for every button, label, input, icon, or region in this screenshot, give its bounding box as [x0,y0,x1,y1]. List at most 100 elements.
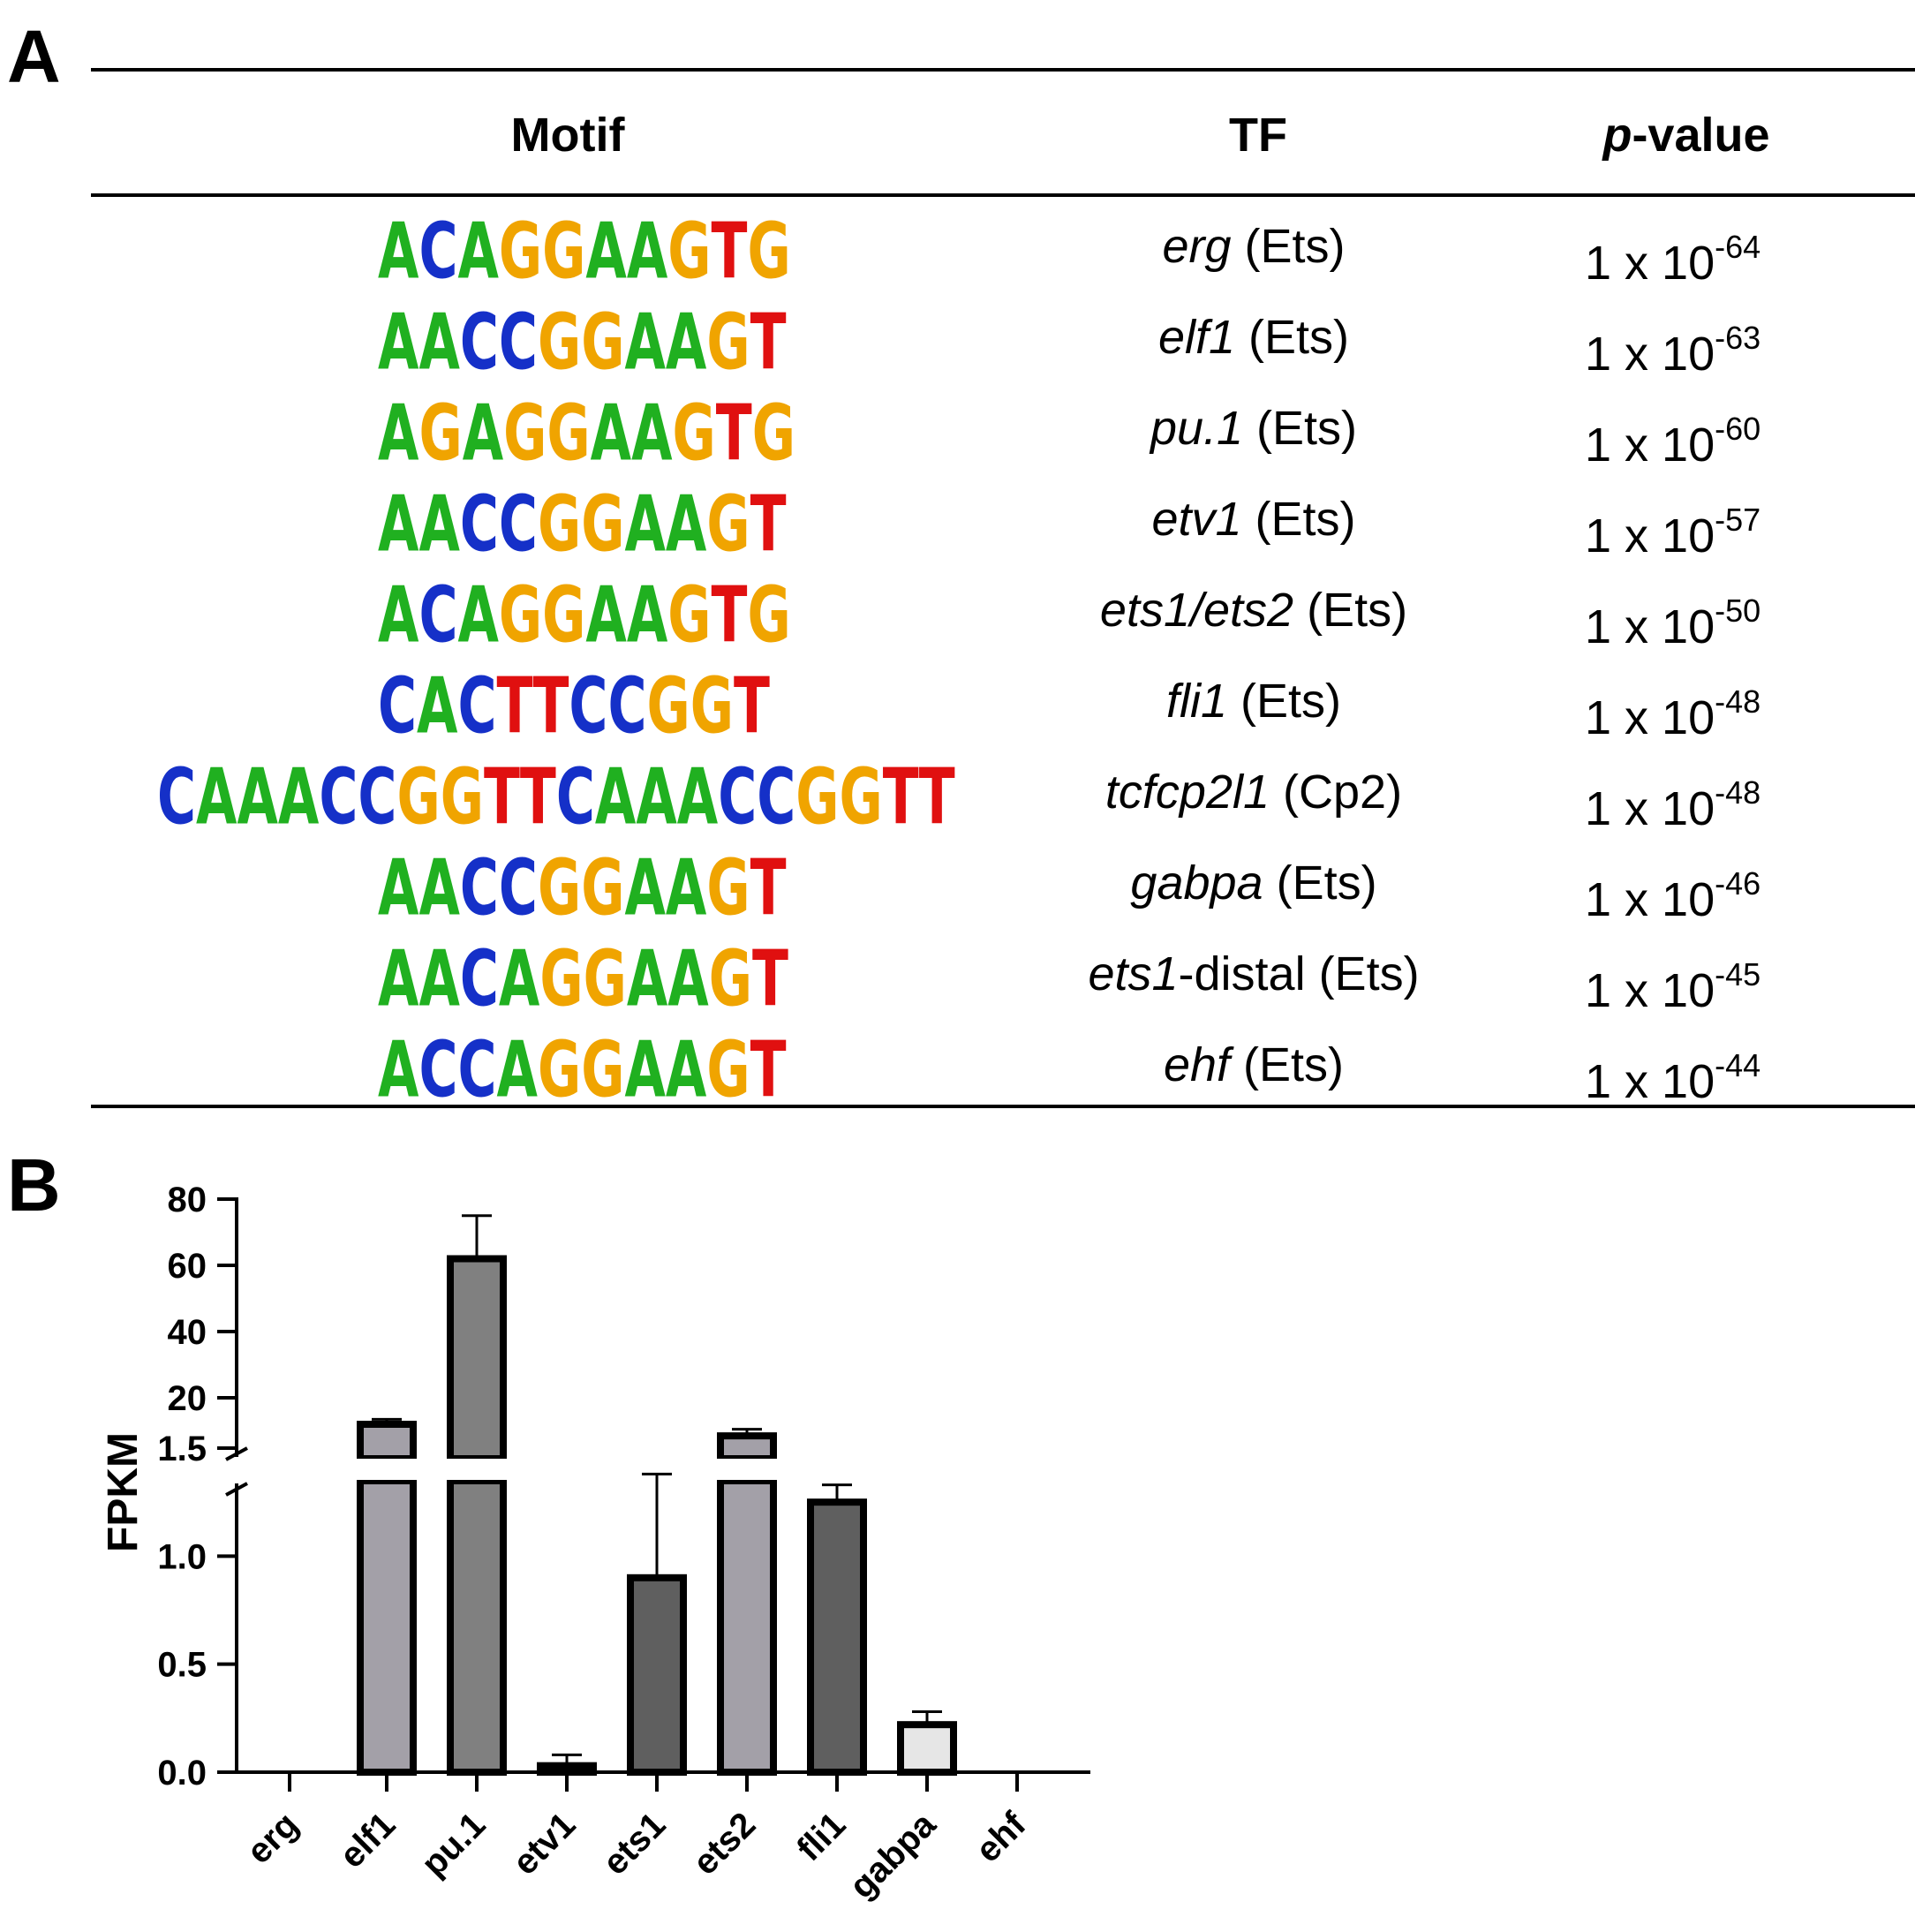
header-p-rest: -value [1632,109,1770,162]
motif-letter: C [569,661,608,752]
p-value: 1 x 10-46 [1585,838,1885,929]
motif-letter: G [667,570,712,661]
motif-letter: A [378,298,419,389]
motif-letter: T [483,752,520,843]
motif-letter: A [585,207,627,298]
motif-letter: C [459,934,499,1025]
tf-name: ets1/ets2 (Ets) [989,565,1519,656]
tf-gene: erg [1162,220,1232,273]
tf-name: pu.1 (Ets) [989,383,1519,474]
x-tick-label-ehf: ehf [969,1805,1034,1870]
motif-letter: A [626,207,668,298]
motif-letter: G [542,207,586,298]
motif-letter: T [750,843,787,934]
bar-break-mask [355,1459,418,1480]
p-value-base: 1 x 10 [1585,1055,1715,1108]
motif-letter: A [417,661,458,752]
motif-letter: G [747,570,791,661]
tf-family: (Ets) [1241,493,1356,546]
motif-letter: T [711,207,748,298]
motif-letter: A [378,479,419,570]
motif-letter: A [665,298,707,389]
motif-letter: G [537,479,582,570]
y-tick-label: 40 [168,1313,207,1352]
motif-letter: C [459,843,499,934]
motif-letter: A [277,752,320,843]
motif-letter: G [646,661,690,752]
motif-letter: A [462,389,504,479]
motif-letter: G [498,570,543,661]
tf-family: (Ets) [1227,675,1342,728]
x-tick-label-elf1: elf1 [333,1805,403,1875]
p-value: 1 x 10-64 [1585,201,1885,292]
p-value-base: 1 x 10 [1585,691,1715,744]
motif-letter: G [708,934,752,1025]
tf-gene: ets1/ets2 [1099,584,1294,637]
motif-letter: A [665,1025,707,1116]
tf-gene: ets1 [1088,947,1179,1000]
motif-letter: G [706,298,750,389]
tf-family: (Ets) [1230,1038,1345,1091]
motif-letter: C [157,752,197,843]
bar-break-mask [445,1459,509,1480]
motif-letter: A [626,934,668,1025]
motif-letter: C [498,298,538,389]
motif-letter: A [378,843,419,934]
p-value-base: 1 x 10 [1585,509,1715,562]
p-value-base: 1 x 10 [1585,964,1715,1017]
motif-letter: A [676,752,719,843]
p-value: 1 x 10-60 [1585,383,1885,474]
p-value: 1 x 10-45 [1585,929,1885,1020]
motif-letter: G [706,1025,750,1116]
motif-letter: A [498,934,540,1025]
p-value-base: 1 x 10 [1585,873,1715,926]
motif-letter: G [547,389,591,479]
motif-letter: G [581,843,625,934]
motif-letter: T [715,389,752,479]
tf-gene: fli1 [1165,675,1228,728]
y-tick-label: 60 [168,1247,207,1286]
motif-letter: C [418,570,458,661]
motif-letter: G [795,752,840,843]
tf-name: fli1 (Ets) [989,656,1519,747]
header-tf: TF [1229,109,1287,162]
header-p-italic: p [1602,109,1632,162]
motif-letter: A [636,752,677,843]
motif-letter: A [624,1025,666,1116]
motif-letter: T [519,752,556,843]
motif-letter: T [532,661,569,752]
motif-letter: T [496,661,533,752]
motif-letter: A [585,570,627,661]
p-value-base: 1 x 10 [1585,600,1715,653]
motif-letter: A [594,752,637,843]
tf-name: ets1-distal (Ets) [989,929,1519,1020]
p-value-exponent: -50 [1715,592,1761,629]
motif-letter: G [503,389,547,479]
motif-letter: A [665,479,707,570]
p-value: 1 x 10-50 [1585,565,1885,656]
tf-family: -distal (Ets) [1178,947,1420,1000]
motif-letter: G [539,934,584,1025]
motif-letter: C [418,1025,458,1116]
motif-letter: C [498,479,538,570]
motif-letter: G [542,570,586,661]
axis-break-mark [225,1446,248,1461]
motif-letter: A [196,752,237,843]
bar-elf1 [357,1477,417,1776]
motif-letter: A [378,389,419,479]
motif-letter: C [358,752,397,843]
tf-gene: elf1 [1157,311,1236,364]
motif-letter: C [718,752,758,843]
motif-letter: A [590,389,632,479]
motif-letter: C [757,752,796,843]
x-tick-label-ets2: ets2 [686,1805,764,1883]
motif-letter: A [626,570,668,661]
p-value-exponent: -57 [1715,502,1761,538]
